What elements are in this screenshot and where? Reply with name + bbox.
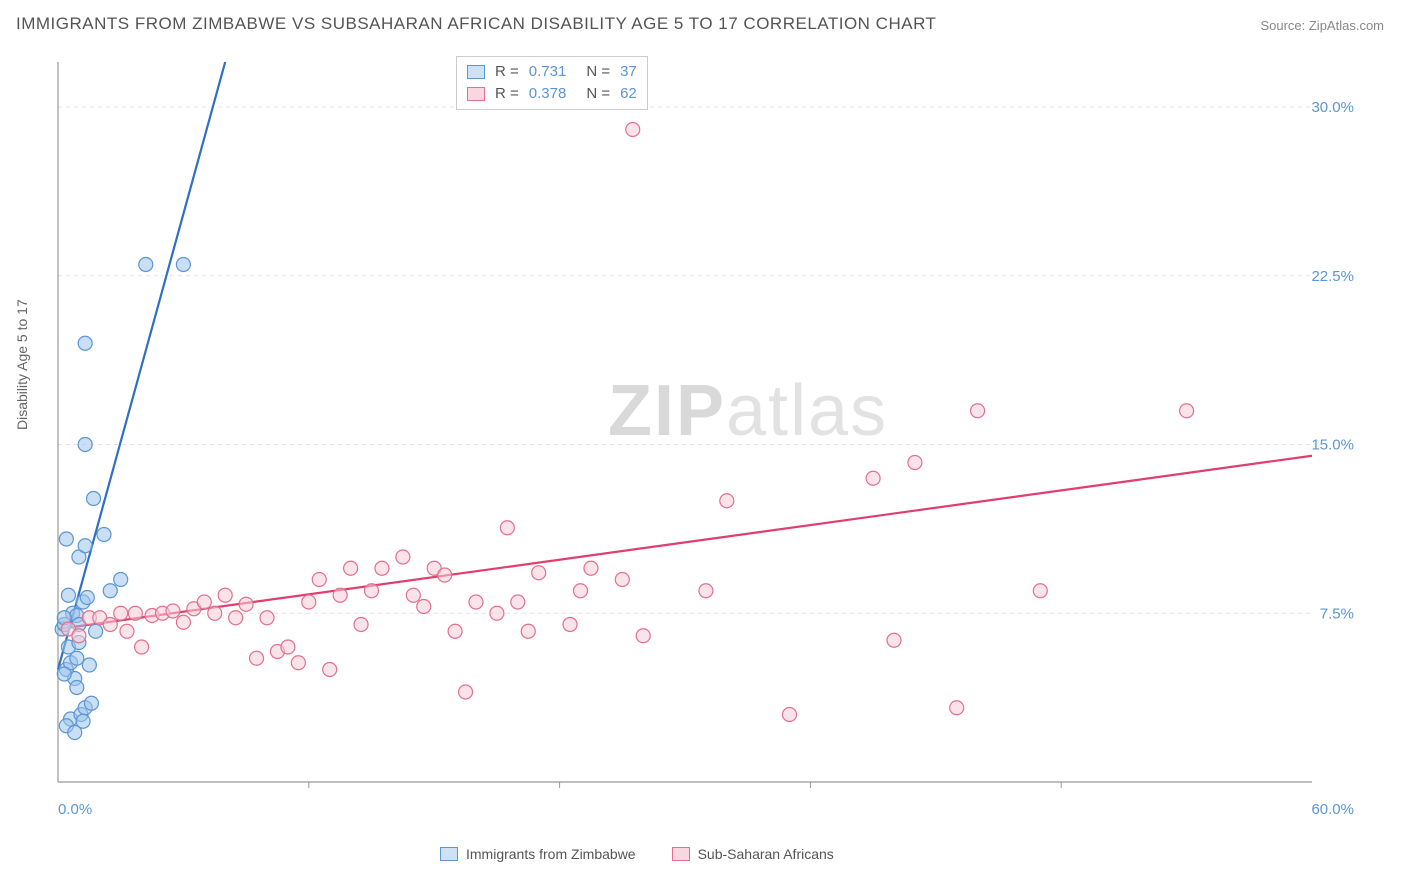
svg-text:15.0%: 15.0%	[1311, 437, 1354, 454]
chart-container: IMMIGRANTS FROM ZIMBABWE VS SUBSAHARAN A…	[0, 0, 1406, 892]
svg-text:60.0%: 60.0%	[1311, 801, 1354, 818]
legend-label: Immigrants from Zimbabwe	[466, 846, 636, 862]
r-label: R =	[495, 83, 519, 105]
legend-swatch	[440, 847, 458, 861]
legend-swatch	[672, 847, 690, 861]
r-value: 0.731	[529, 61, 567, 83]
legend-stats-box: R = 0.731 N = 37 R = 0.378 N = 62	[456, 56, 648, 110]
r-value: 0.378	[529, 83, 567, 105]
svg-text:0.0%: 0.0%	[58, 801, 92, 818]
plot-area: 7.5%15.0%22.5%30.0%0.0%60.0% ZIPatlas R …	[48, 50, 1360, 820]
n-value: 62	[620, 83, 637, 105]
legend-stats-row: R = 0.731 N = 37	[467, 61, 637, 83]
chart-title: IMMIGRANTS FROM ZIMBABWE VS SUBSAHARAN A…	[16, 14, 936, 34]
legend-swatch	[467, 87, 485, 101]
svg-text:30.0%: 30.0%	[1311, 99, 1354, 116]
legend-swatch	[467, 65, 485, 79]
y-axis-label: Disability Age 5 to 17	[14, 299, 30, 430]
n-value: 37	[620, 61, 637, 83]
chart-svg: 7.5% 15.0% 22.5% 30.0% 0.0% 60.0%	[48, 50, 1360, 820]
n-label: N =	[586, 61, 610, 83]
r-label: R =	[495, 61, 519, 83]
svg-text:22.5%: 22.5%	[1311, 268, 1354, 285]
source-attribution: Source: ZipAtlas.com	[1260, 18, 1384, 33]
legend-label: Sub-Saharan Africans	[698, 846, 834, 862]
legend-stats-row: R = 0.378 N = 62	[467, 83, 637, 105]
legend-series: Immigrants from Zimbabwe Sub-Saharan Afri…	[440, 846, 834, 862]
svg-text:7.5%: 7.5%	[1320, 605, 1354, 622]
n-label: N =	[586, 83, 610, 105]
legend-item: Sub-Saharan Africans	[672, 846, 834, 862]
legend-item: Immigrants from Zimbabwe	[440, 846, 636, 862]
